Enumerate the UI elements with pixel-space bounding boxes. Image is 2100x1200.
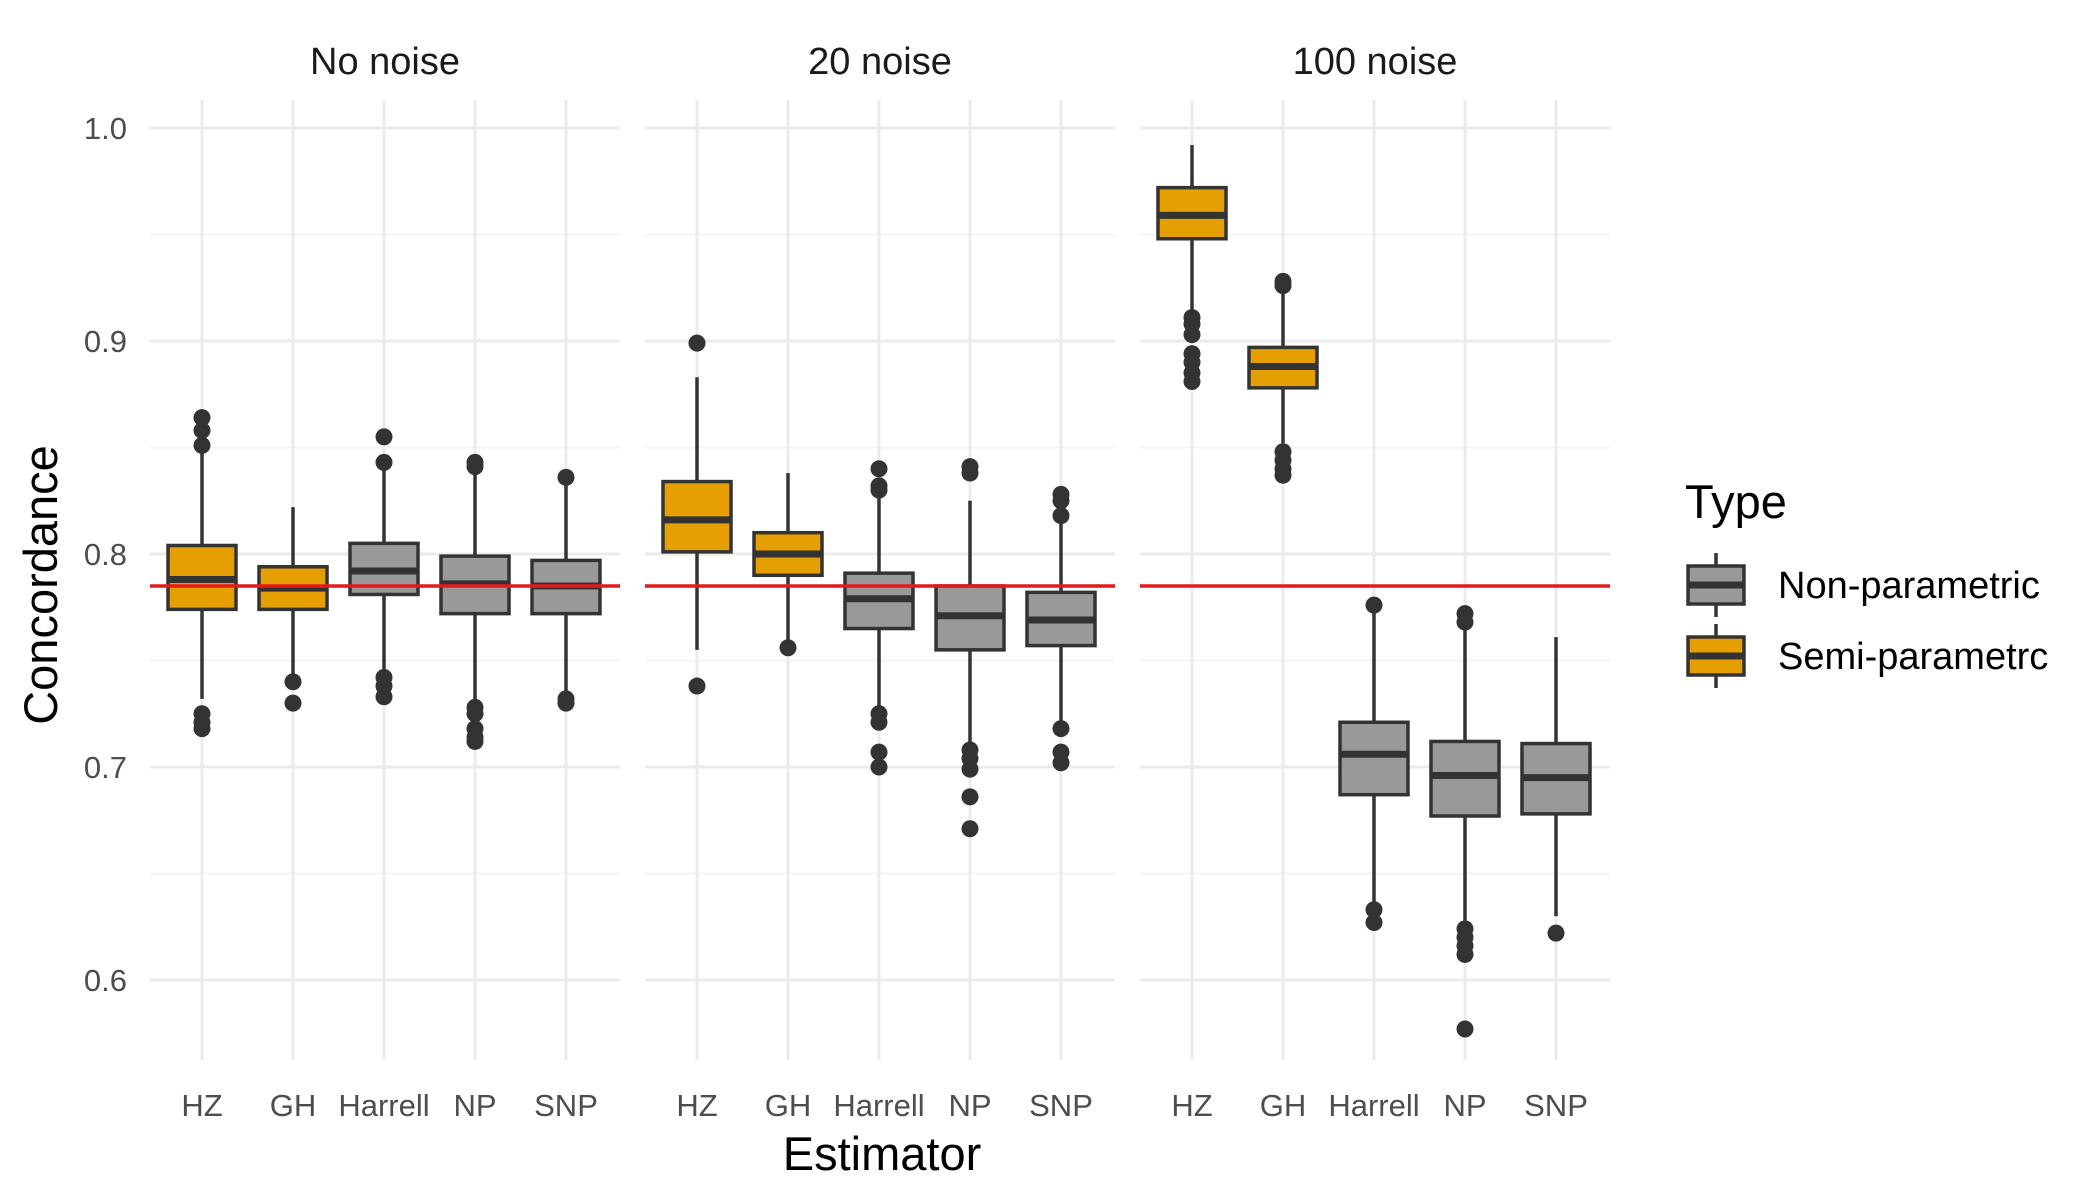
y-tick-label: 0.6 (84, 963, 127, 998)
outlier-point (466, 732, 484, 750)
outlier-point (1456, 613, 1474, 631)
box (1520, 637, 1592, 942)
outlier-point (557, 694, 575, 712)
facet-title: 20 noise (808, 41, 952, 83)
box (348, 428, 420, 706)
x-tick-label: SNP (534, 1088, 598, 1123)
box (934, 458, 1006, 838)
facet-panels: No noise HZ GH Harrell NP SNP 20 noise HZ GH Harr… (150, 41, 1610, 1123)
outlier-point (870, 481, 888, 499)
outlier-point (961, 820, 979, 838)
box (752, 473, 824, 657)
outlier-point (193, 720, 211, 738)
x-tick-label: Harrell (1328, 1088, 1419, 1123)
box (1025, 485, 1097, 772)
y-axis: 0.6 0.7 0.8 0.9 1.0 (84, 111, 127, 998)
x-tick-label: HZ (1171, 1088, 1212, 1123)
outlier-point (779, 639, 797, 657)
box (530, 468, 602, 712)
outlier-point (466, 458, 484, 476)
outlier-point (284, 673, 302, 691)
box (1429, 605, 1501, 1038)
x-tick-label: HZ (181, 1088, 222, 1123)
x-tick-label: NP (948, 1088, 991, 1123)
outlier-point (375, 688, 393, 706)
outlier-point (870, 713, 888, 731)
y-tick-label: 1.0 (84, 111, 127, 146)
outlier-point (961, 464, 979, 482)
outlier-point (1183, 326, 1201, 344)
legend-label: Semi-parametrc (1778, 636, 2048, 678)
outlier-point (193, 421, 211, 439)
outlier-point (870, 743, 888, 761)
x-tick-label: GH (765, 1088, 812, 1123)
outlier-point (557, 468, 575, 486)
box (439, 453, 511, 750)
outlier-point (870, 758, 888, 776)
legend-item: Non-parametric (1686, 553, 2040, 617)
x-tick-label: NP (453, 1088, 496, 1123)
legend-label: Non-parametric (1778, 565, 2040, 607)
y-axis-title: Concordance (14, 445, 67, 725)
box (257, 507, 329, 712)
y-tick-label: 0.7 (84, 750, 127, 785)
box (661, 334, 733, 695)
legend-item: Semi-parametrc (1686, 624, 2048, 688)
legend-title: Type (1685, 475, 1787, 528)
x-tick-label: GH (1260, 1088, 1307, 1123)
box-body (1338, 720, 1410, 797)
x-tick-label: SNP (1524, 1088, 1588, 1123)
outlier-point (1365, 596, 1383, 614)
outlier-point (1052, 720, 1070, 738)
x-tick-label: NP (1443, 1088, 1486, 1123)
outlier-point (1456, 1020, 1474, 1038)
x-tick-label: Harrell (833, 1088, 924, 1123)
legend: Type Non-parametric Semi-parametrc (1685, 475, 2048, 688)
facet-panel: 20 noise HZ GH Harrell NP SNP (645, 41, 1115, 1123)
outlier-point (466, 705, 484, 723)
outlier-point (375, 428, 393, 446)
outlier-point (1365, 913, 1383, 931)
outlier-point (1547, 924, 1565, 942)
outlier-point (961, 760, 979, 778)
facet-panel: 100 noise HZ GH Harrell NP SNP (1140, 41, 1610, 1123)
y-tick-label: 0.9 (84, 324, 127, 359)
outlier-point (688, 677, 706, 695)
outlier-point (284, 694, 302, 712)
outlier-point (375, 453, 393, 471)
outlier-point (1052, 492, 1070, 510)
outlier-point (1456, 945, 1474, 963)
x-tick-label: HZ (676, 1088, 717, 1123)
box (843, 460, 915, 776)
x-tick-label: GH (270, 1088, 317, 1123)
outlier-point (1052, 507, 1070, 525)
x-tick-label: SNP (1029, 1088, 1093, 1123)
box (1338, 596, 1410, 931)
outlier-point (1365, 901, 1383, 919)
outlier-point (193, 436, 211, 454)
box (1247, 272, 1319, 484)
outlier-point (1052, 754, 1070, 772)
outlier-point (961, 788, 979, 806)
box (166, 409, 238, 738)
y-tick-label: 0.8 (84, 537, 127, 572)
box (1156, 145, 1228, 390)
outlier-point (193, 409, 211, 427)
outlier-point (870, 460, 888, 478)
facet-title: 100 noise (1293, 41, 1458, 83)
outlier-point (1183, 372, 1201, 390)
x-tick-label: Harrell (338, 1088, 429, 1123)
x-axis-title: Estimator (783, 1127, 982, 1180)
outlier-point (1274, 277, 1292, 295)
outlier-point (688, 334, 706, 352)
outlier-point (1274, 466, 1292, 484)
facet-title: No noise (310, 41, 460, 83)
facet-panel: No noise HZ GH Harrell NP SNP (150, 41, 620, 1123)
